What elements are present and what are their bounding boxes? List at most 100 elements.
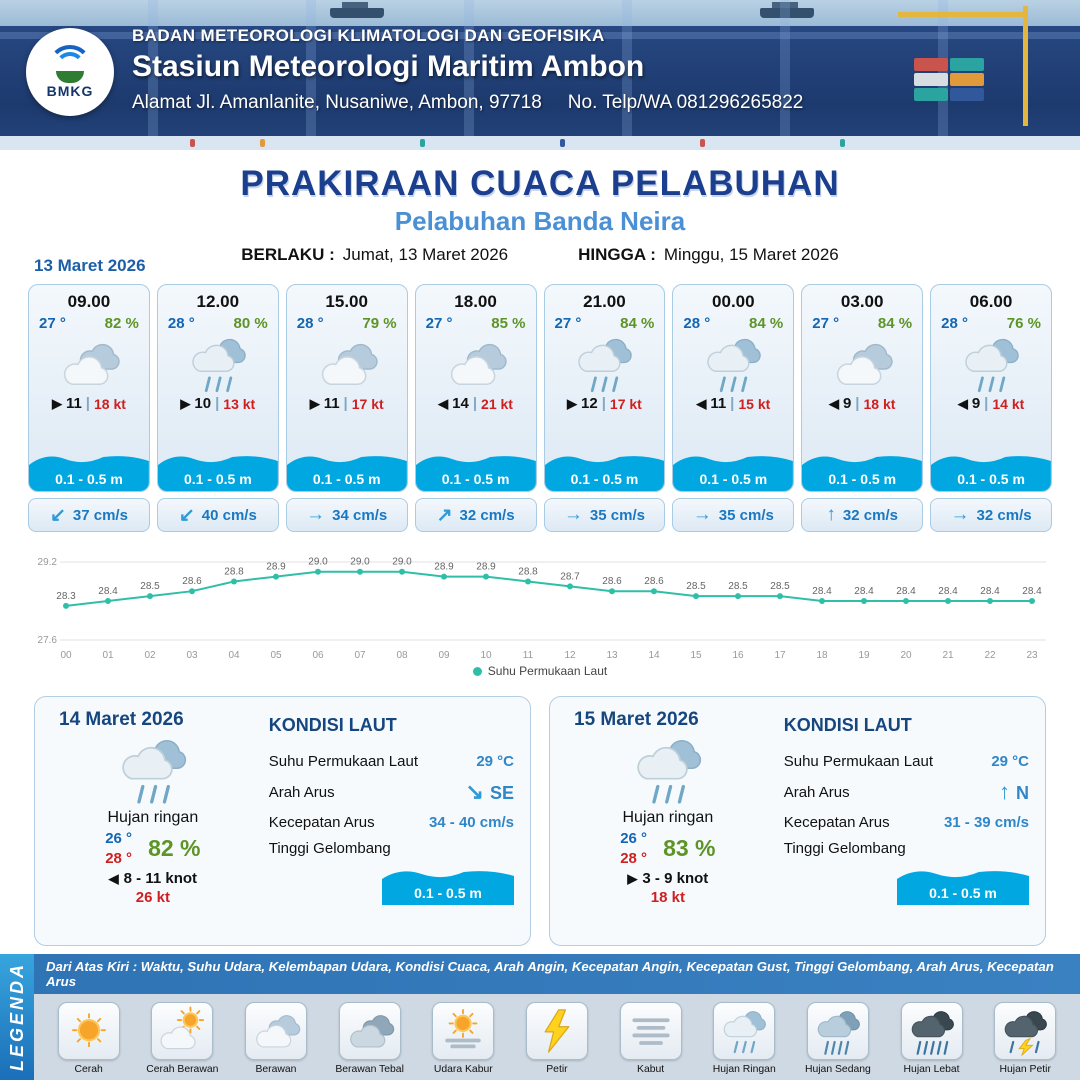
address-text: Alamat Jl. Amanlanite, Nusaniwe, Ambon, …	[132, 92, 542, 113]
svg-text:28.6: 28.6	[182, 576, 202, 587]
wave-band: 0.1 - 0.5 m	[897, 863, 1029, 905]
separator: |	[343, 395, 348, 412]
wind-range: 8 - 11 knot	[123, 870, 198, 887]
temp-max: 28 °	[620, 849, 648, 867]
svg-text:28.9: 28.9	[266, 562, 286, 573]
wind-speed: 11	[710, 395, 727, 412]
gust-speed: 14 kt	[992, 395, 1025, 412]
temperature: 27 °	[39, 315, 66, 332]
gust-speed: 18 kt	[94, 395, 126, 412]
svg-text:28.5: 28.5	[770, 581, 790, 592]
humidity: 79 %	[362, 315, 397, 332]
current-speed-label: Kecepatan Arus	[783, 814, 890, 831]
svg-text:29.0: 29.0	[350, 557, 370, 568]
legend-title-bar: LEGENDA	[0, 954, 34, 1080]
svg-text:29.0: 29.0	[392, 557, 412, 568]
crane-icon	[898, 6, 1028, 126]
legend-item: Berawan	[233, 1002, 319, 1075]
wave-height: 0.1 - 0.5 m	[929, 885, 997, 901]
ship-icon	[760, 2, 814, 18]
container-icon	[914, 73, 948, 86]
svg-text:28.8: 28.8	[224, 567, 244, 578]
legend-dot-icon	[472, 666, 482, 676]
petir-icon	[525, 1002, 588, 1060]
svg-text:19: 19	[858, 650, 870, 661]
svg-text:29.2: 29.2	[38, 557, 58, 568]
gust-speed: 17 kt	[351, 395, 384, 412]
wind-row: ▶ 11 | 18 kt	[29, 395, 149, 412]
svg-text:06: 06	[312, 650, 324, 661]
legend-label: Hujan Sedang	[804, 1064, 871, 1075]
kabut-icon	[619, 1002, 682, 1060]
svg-text:22: 22	[984, 650, 996, 661]
weather-condition: Hujan ringan	[107, 809, 199, 826]
weather-icon	[47, 333, 131, 395]
forecast-time: 06.00	[969, 292, 1013, 311]
legend-item: Cerah	[46, 1002, 132, 1075]
current-direction-icon: →	[306, 504, 326, 525]
legend-item: Petir	[514, 1002, 600, 1075]
legend-label: Udara Kabur	[433, 1064, 493, 1075]
wave-band: 0.1 - 0.5 m	[931, 447, 1051, 491]
wave-height-label: Tinggi Gelombang	[783, 840, 906, 857]
current-speed-value: 34 - 40 cm/s	[428, 814, 514, 831]
svg-text:28.3: 28.3	[56, 591, 76, 602]
bmkg-logo-text: BMKG	[46, 83, 94, 99]
svg-text:12: 12	[564, 650, 576, 661]
wind-direction-icon: ▶	[567, 395, 578, 411]
temp-max: 28 °	[105, 849, 133, 867]
legend-title: LEGENDA	[6, 962, 27, 1072]
cerah-icon	[57, 1002, 120, 1060]
humidity: 80 %	[233, 315, 268, 332]
bmkg-emblem-icon	[46, 45, 94, 83]
temperature: 27 °	[425, 315, 453, 332]
current-box: → 35 cm/s	[672, 498, 795, 532]
port-beam-illustration	[0, 32, 1080, 39]
sea-conditions: KONDISI LAUT Suhu Permukaan Laut 29 °C Ar…	[770, 709, 1029, 933]
svg-text:05: 05	[270, 650, 282, 661]
sea-conditions-title: KONDISI LAUT	[783, 715, 912, 735]
wave-band: 0.1 - 0.5 m	[415, 447, 536, 491]
svg-text:10: 10	[480, 650, 492, 661]
wave-band: 0.1 - 0.5 m	[382, 863, 514, 905]
current-box: ↗ 32 cm/s	[414, 498, 537, 532]
current-speed-value: 31 - 39 cm/s	[943, 814, 1029, 831]
forecast-date: 13 Maret 2026	[34, 256, 146, 275]
svg-text:03: 03	[186, 650, 198, 661]
current-direction: ↘ SE	[465, 779, 514, 804]
current-speed: 35 cm/s	[589, 506, 645, 524]
forecast-card: 18.00 27 ° 85 % ◀ 14 | 21 kt 0.1 - 0.5 m ↗ 32…	[414, 284, 537, 540]
wave-height: 0.1 - 0.5 m	[414, 885, 482, 901]
legend-label: Kabut	[637, 1064, 665, 1075]
legend-item: Hujan Petir	[982, 1002, 1068, 1075]
svg-text:11: 11	[523, 650, 534, 661]
container-icon	[950, 73, 984, 86]
svg-text:28.4: 28.4	[812, 586, 832, 597]
separator: |	[215, 395, 220, 412]
current-direction-icon: ↘	[465, 779, 484, 804]
current-direction-icon: ↗	[436, 504, 453, 526]
legend-label: Hujan Lebat	[903, 1064, 960, 1075]
legend-series-name: Suhu Permukaan Laut	[487, 664, 608, 678]
wind-row: ◀ 11 | 15 kt	[673, 395, 793, 412]
svg-text:08: 08	[396, 650, 408, 661]
gust-speed: 18 kt	[863, 395, 896, 412]
current-speed: 32 cm/s	[842, 506, 898, 524]
wind-speed: 9	[971, 395, 981, 412]
svg-text:28.5: 28.5	[728, 581, 748, 592]
sst-value: 29 °C	[991, 753, 1029, 770]
wind-speed: 11	[65, 395, 82, 412]
svg-text:28.9: 28.9	[476, 562, 496, 573]
svg-text:17: 17	[774, 650, 786, 661]
weather-icon	[949, 333, 1033, 395]
current-box: ↑ 32 cm/s	[801, 498, 924, 532]
wave-height: 0.1 - 0.5 m	[570, 471, 639, 487]
forecast-time: 18.00	[454, 292, 497, 311]
legend-label: Cerah	[74, 1064, 103, 1075]
wave-height: 0.1 - 0.5 m	[183, 471, 252, 487]
wind-direction-icon: ◀	[828, 395, 839, 411]
svg-text:18: 18	[816, 650, 828, 661]
forecast-card: 15.00 28 ° 79 % ▶ 11 | 17 kt 0.1 - 0.5 m → 34…	[285, 284, 408, 540]
legend-item: Hujan Lebat	[889, 1002, 975, 1075]
svg-text:02: 02	[144, 650, 156, 661]
